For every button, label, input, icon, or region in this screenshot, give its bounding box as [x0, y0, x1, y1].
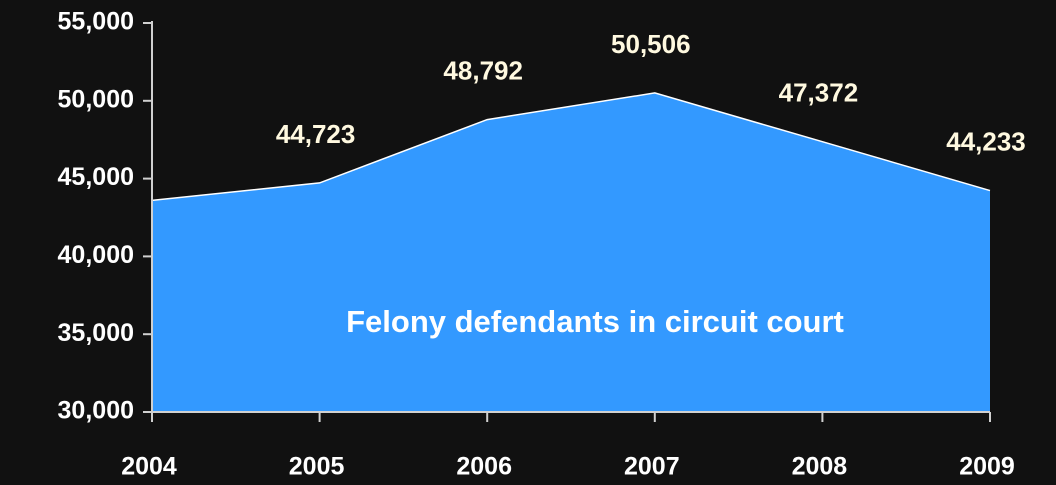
x-tick-label: 2006 — [456, 453, 512, 481]
area-edge — [151, 92, 991, 202]
series-label: Felony defendants in circuit court — [346, 304, 844, 339]
x-tick-label: 2009 — [959, 453, 1015, 481]
data-label: 48,792 — [443, 55, 523, 85]
y-tick-label: 50,000 — [58, 85, 134, 113]
x-tick-label: 2004 — [121, 453, 177, 481]
data-label: 44,723 — [276, 119, 356, 149]
x-tick-label: 2007 — [624, 453, 680, 481]
data-label: 44,233 — [946, 126, 1026, 156]
y-tick-label: 55,000 — [58, 8, 134, 36]
area — [152, 92, 990, 413]
data-label: 50,506 — [611, 29, 691, 59]
y-tick-label: 45,000 — [58, 163, 134, 191]
y-tick-label: 40,000 — [58, 241, 134, 269]
data-label: 47,372 — [779, 78, 859, 108]
x-tick-label: 2008 — [792, 453, 848, 481]
y-tick-label: 30,000 — [58, 397, 134, 425]
y-tick-label: 35,000 — [58, 319, 134, 347]
x-tick-label: 2005 — [289, 453, 345, 481]
